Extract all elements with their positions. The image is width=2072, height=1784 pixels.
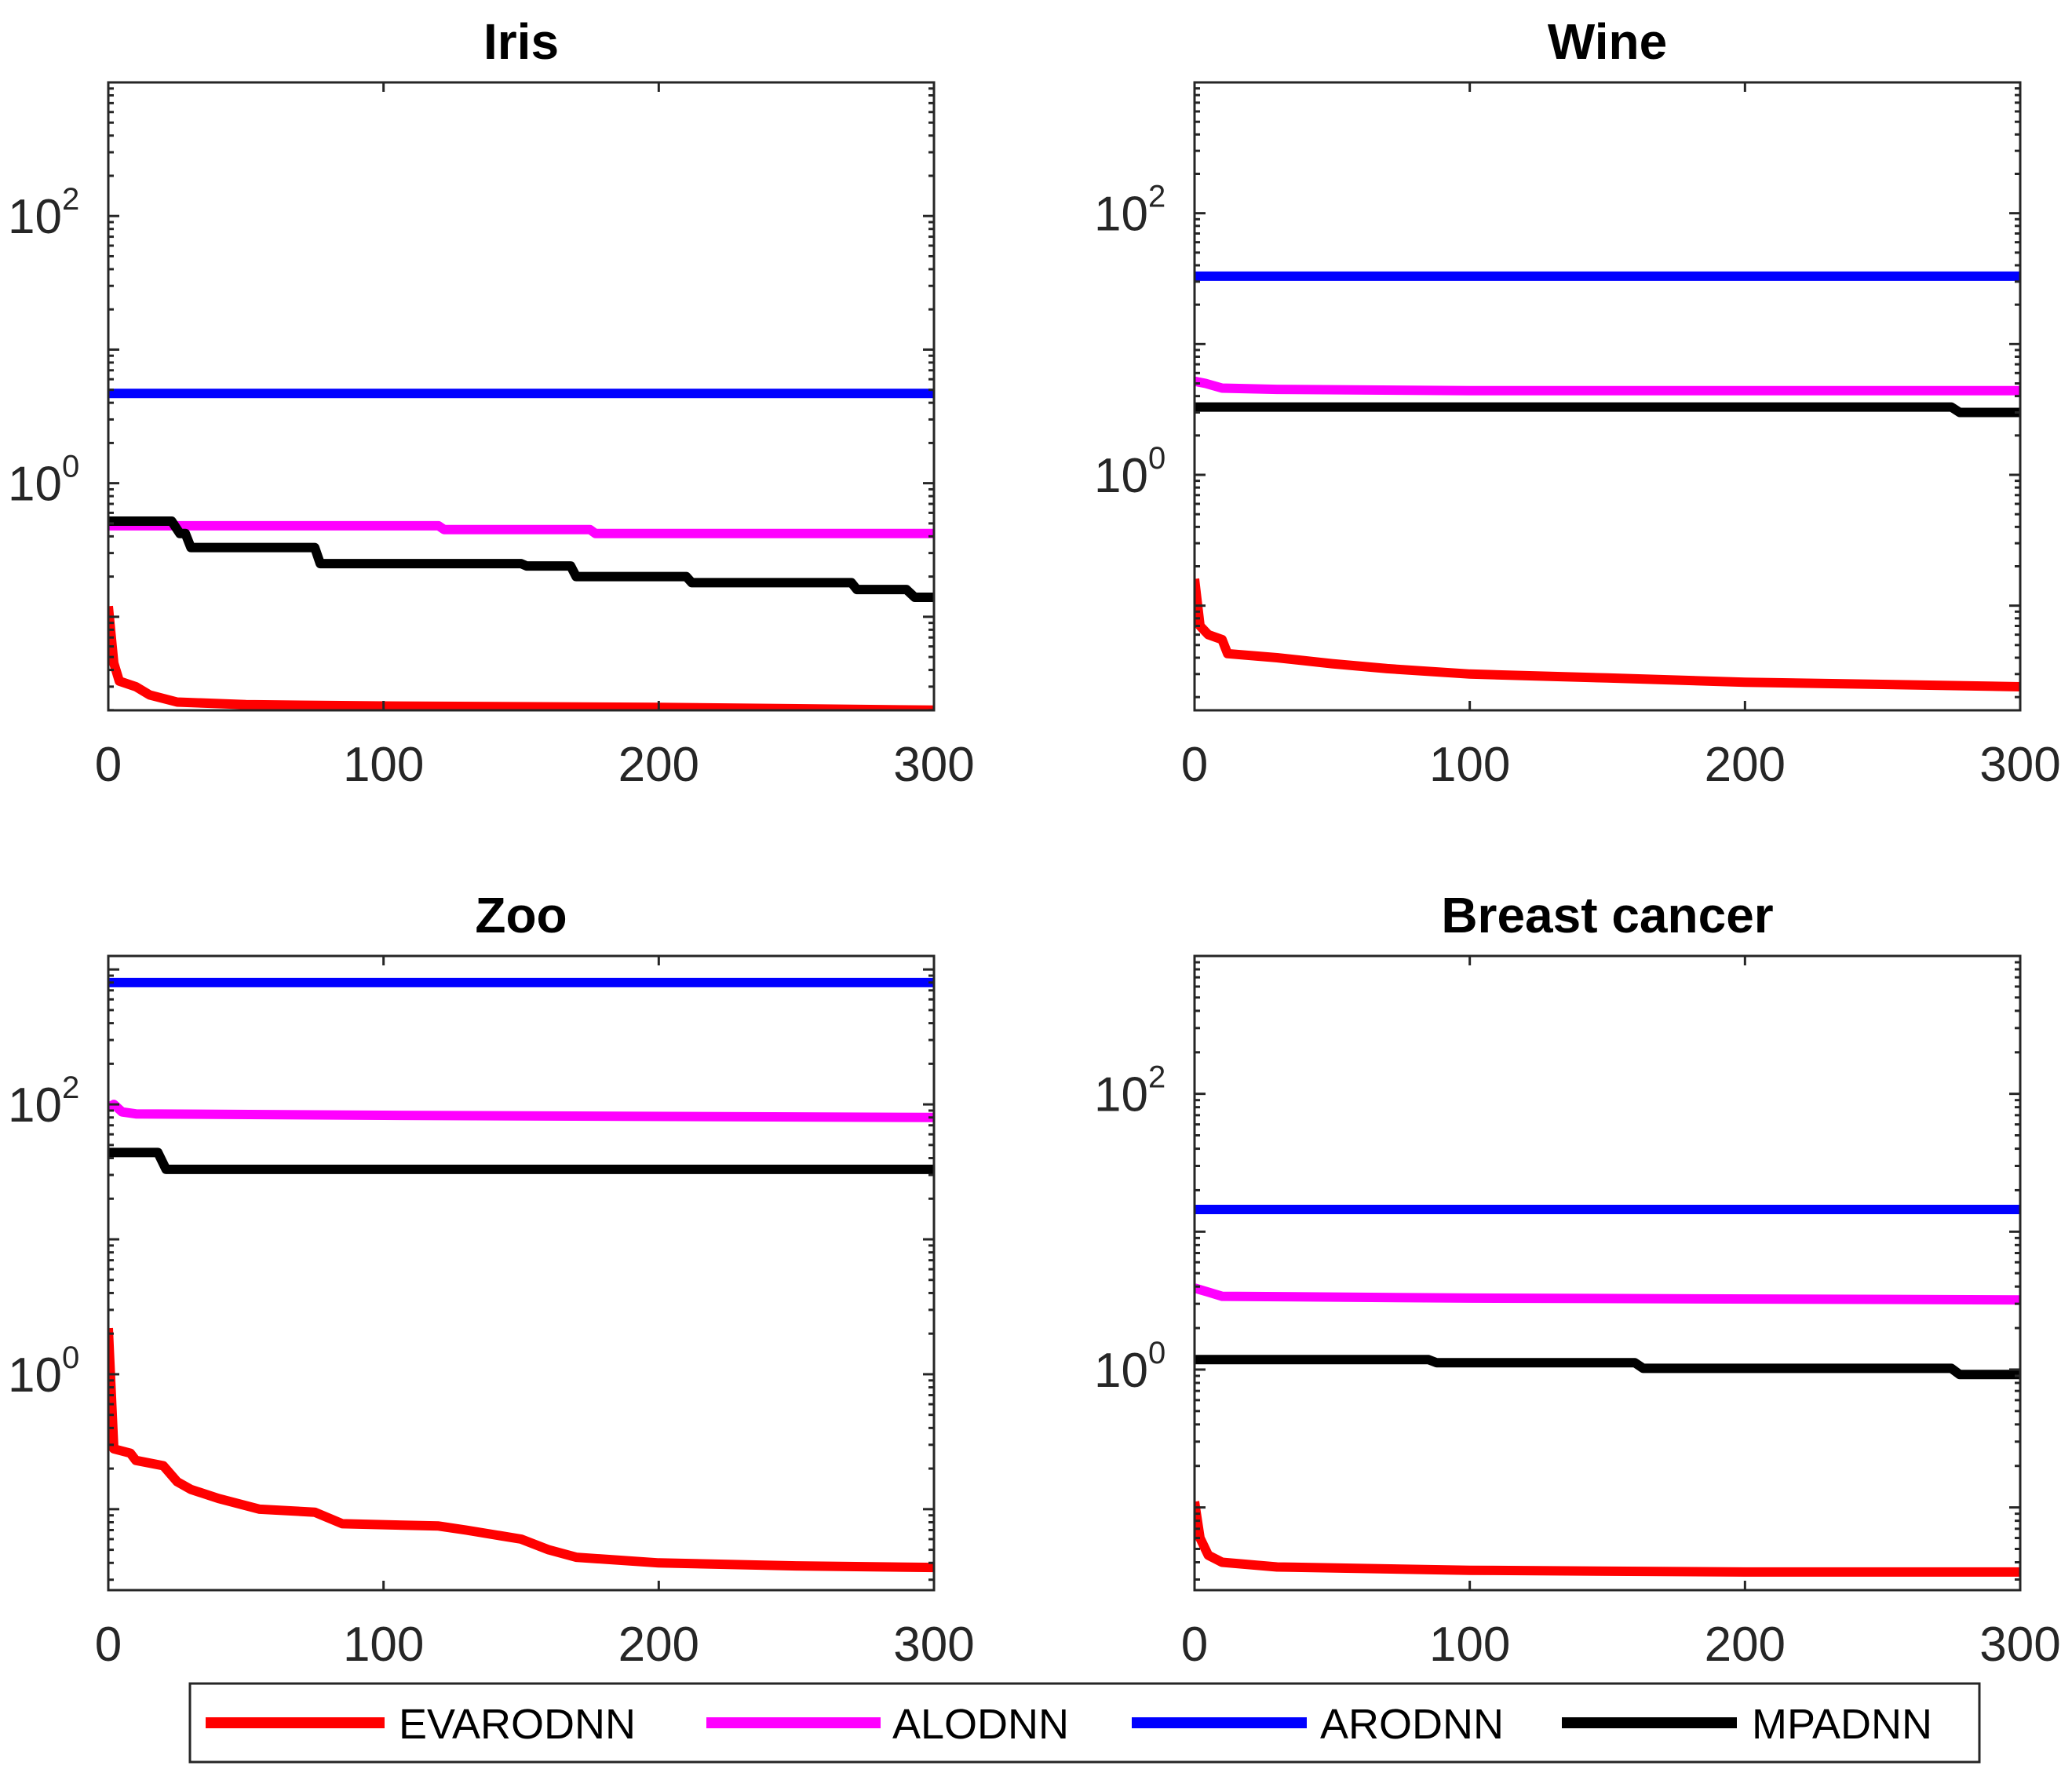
y-tick-label: 100 bbox=[1094, 441, 1166, 503]
x-tick-label: 100 bbox=[343, 1618, 424, 1672]
legend-entry-arodnn: ARODNN bbox=[1132, 1701, 1504, 1748]
y-tick-label: 102 bbox=[1094, 1060, 1166, 1122]
series-line-mpadnn bbox=[108, 1147, 934, 1174]
legend-label-arodnn: ARODNN bbox=[1320, 1701, 1504, 1748]
x-tick-label: 200 bbox=[618, 738, 699, 792]
x-tick-label: 100 bbox=[343, 738, 424, 792]
series-line-alodnn bbox=[1195, 376, 2020, 396]
axes-frame bbox=[1193, 954, 2022, 1592]
legend-entry-evarodnn: EVARODNN bbox=[206, 1701, 636, 1748]
series-line-alodnn bbox=[108, 520, 934, 538]
chart-title-zoo: Zoo bbox=[475, 887, 567, 943]
y-tick-label: 102 bbox=[8, 182, 79, 244]
series-group bbox=[1195, 271, 2020, 691]
series-group bbox=[108, 389, 934, 710]
y-tick-label: 100 bbox=[8, 450, 79, 512]
x-tick-label: 300 bbox=[1979, 738, 2060, 792]
legend-label-alodnn: ALODNN bbox=[892, 1701, 1069, 1748]
x-tick-label: 300 bbox=[893, 738, 974, 792]
x-tick-label: 0 bbox=[95, 738, 122, 792]
series-line-evarodnn bbox=[1195, 1501, 2020, 1577]
chart-iris: Iris 0 100 200 300 102 100 bbox=[8, 13, 975, 792]
chart-title-iris: Iris bbox=[483, 13, 559, 70]
series-line-alodnn bbox=[1195, 1283, 2020, 1305]
series-line-evarodnn bbox=[1195, 578, 2020, 691]
legend-label-mpadnn: MPADNN bbox=[1752, 1701, 1932, 1748]
chart-breast-cancer: Breast cancer 0 100 200 300 102 100 bbox=[1094, 887, 2061, 1672]
legend: EVARODNN ALODNN ARODNN MPADNN bbox=[188, 1682, 1981, 1764]
legend-entry-alodnn: ALODNN bbox=[706, 1701, 1069, 1748]
y-tick-label: 102 bbox=[1094, 180, 1166, 242]
y-tick-label: 100 bbox=[1094, 1336, 1166, 1398]
x-tick-label: 0 bbox=[1181, 738, 1208, 792]
chart-wine: Wine 0 100 200 300 102 100 bbox=[1094, 13, 2061, 792]
series-line-mpadnn bbox=[108, 516, 934, 602]
series-line-alodnn bbox=[108, 1100, 934, 1122]
series-group bbox=[1195, 1205, 2020, 1577]
y-tick-label: 102 bbox=[8, 1071, 79, 1133]
x-tick-label: 300 bbox=[893, 1618, 974, 1672]
axes-frame bbox=[107, 954, 936, 1592]
chart-title-breast-cancer: Breast cancer bbox=[1441, 887, 1773, 943]
legend-label-evarodnn: EVARODNN bbox=[399, 1701, 636, 1748]
x-tick-label: 200 bbox=[618, 1618, 699, 1672]
x-tick-label: 200 bbox=[1705, 1618, 1786, 1672]
axes-frame bbox=[107, 81, 936, 712]
chart-title-wine: Wine bbox=[1548, 13, 1667, 70]
y-tick-label: 100 bbox=[8, 1341, 79, 1403]
legend-entry-mpadnn: MPADNN bbox=[1562, 1701, 1932, 1748]
series-group bbox=[108, 977, 934, 1573]
series-line-mpadnn bbox=[1195, 402, 2020, 418]
x-tick-label: 100 bbox=[1429, 1618, 1510, 1672]
chart-zoo: Zoo 0 100 200 300 102 100 bbox=[8, 887, 975, 1672]
series-line-evarodnn bbox=[108, 605, 934, 710]
x-tick-label: 300 bbox=[1979, 1618, 2060, 1672]
series-line-mpadnn bbox=[1195, 1355, 2020, 1380]
series-line-evarodnn bbox=[108, 1327, 934, 1573]
x-tick-label: 200 bbox=[1705, 738, 1786, 792]
x-tick-label: 0 bbox=[1181, 1618, 1208, 1672]
x-tick-label: 100 bbox=[1429, 738, 1510, 792]
x-tick-label: 0 bbox=[95, 1618, 122, 1672]
axes-frame bbox=[1193, 81, 2022, 712]
